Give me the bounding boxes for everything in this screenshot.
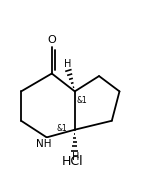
Text: HCl: HCl xyxy=(61,155,83,168)
Text: H: H xyxy=(64,59,71,69)
Text: O: O xyxy=(47,35,56,45)
Text: NH: NH xyxy=(36,139,51,149)
Text: &1: &1 xyxy=(77,96,88,105)
Text: H: H xyxy=(72,152,80,162)
Text: &1: &1 xyxy=(56,124,67,133)
